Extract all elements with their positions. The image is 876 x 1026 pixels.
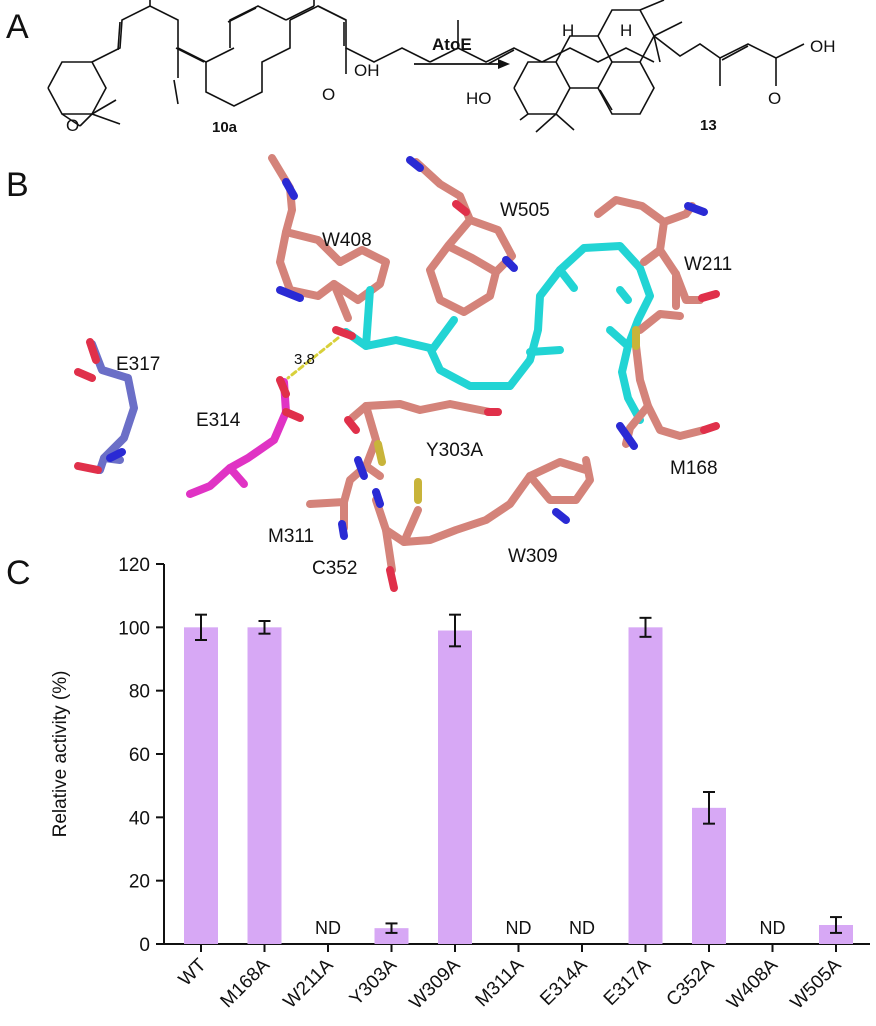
x-tick-label: M168A [217,954,275,1012]
residue-w408-sticks [268,154,390,322]
x-tick-label: E317A [600,954,655,1009]
y-tick-label: 60 [129,745,150,766]
x-tick-label: E314A [536,954,591,1009]
bar [819,925,853,944]
bar [628,627,663,944]
residue-label-w211: W211 [684,254,732,275]
residue-label-w505: W505 [500,200,550,221]
y-axis-label: Relative activity (%) [50,671,71,838]
panel-letter-b: B [6,166,29,204]
x-tick-label: W211A [280,954,338,1012]
substrate-label: 10a [212,119,238,136]
product-acid-oh: OH [810,37,836,56]
residue-label-c352: C352 [312,558,357,579]
substrate-epoxide-o: O [66,116,79,135]
residue-w211-sticks [594,196,708,448]
product-h-2: H [562,21,574,40]
active-site-structure [74,154,720,592]
hbond-distance-label: 3.8 [294,351,315,368]
product-h-1: H [620,21,632,40]
substrate-wiggle-detail [173,0,347,105]
bar [438,630,472,944]
bar [374,928,409,944]
residue-e314-sticks [186,378,290,498]
residue-label-m311: M311 [268,526,314,547]
substrate-acid-oh: OH [354,61,380,80]
residue-label-w408: W408 [322,230,372,251]
x-tick-labels: WT M168A W211A Y303A W309A M311A E314A E317A C35… [175,944,846,1014]
x-tick-label: C352A [663,954,719,1010]
x-tick-label: M311A [472,954,529,1011]
x-tick-label: W408A [723,954,782,1013]
x-tick-label: Y303A [346,954,401,1009]
product-ho: HO [466,89,492,108]
y-tick-label: 0 [139,935,150,956]
w408-n-top [282,178,298,200]
y-tick-label: 80 [129,682,150,703]
nd-label: ND [569,918,595,938]
bar [692,807,726,944]
residue-label-w309: W309 [508,546,558,567]
nd-label: ND [760,918,786,938]
product-structure [513,0,805,133]
y-tick-label: 100 [118,618,150,639]
x-tick-label: WT [175,954,211,990]
y-tick-label: 20 [129,872,150,893]
ligand-sticks [342,242,654,424]
enzyme-label: AtoE [432,35,472,54]
residue-label-e314: E314 [196,410,241,431]
panel-letter-c: C [6,554,31,592]
nd-label: ND [315,918,341,938]
residue-label-y303a: Y303A [426,440,483,461]
bar [184,627,218,944]
nd-label: ND [506,918,532,938]
residue-label-m168: M168 [670,458,718,479]
reaction-arrowhead [498,59,510,69]
x-tick-label: W505A [787,954,846,1013]
activity-bar-chart: 0 20 40 60 80 100 120 ND ND ND ND WT M168A W211A Y30… [50,555,870,1014]
residue-w505-sticks [412,158,516,316]
product-acid-o: O [768,89,781,108]
residue-cluster-sticks [306,400,594,574]
bars: ND ND ND ND [184,613,853,944]
hydrogen-bond-dash [286,336,340,380]
product-label: 13 [700,117,717,134]
substrate-acid-o: O [322,85,335,104]
y-tick-label: 40 [129,808,150,829]
x-tick-label: W309A [406,954,465,1013]
bar [247,627,282,944]
w408-n-ring [276,286,304,302]
residue-label-e317: E317 [116,354,160,375]
y-tick-label: 120 [118,555,150,576]
substrate-structure [47,0,655,127]
y-ticks: 0 20 40 60 80 100 120 [118,555,164,956]
panel-letter-a: A [6,8,29,46]
